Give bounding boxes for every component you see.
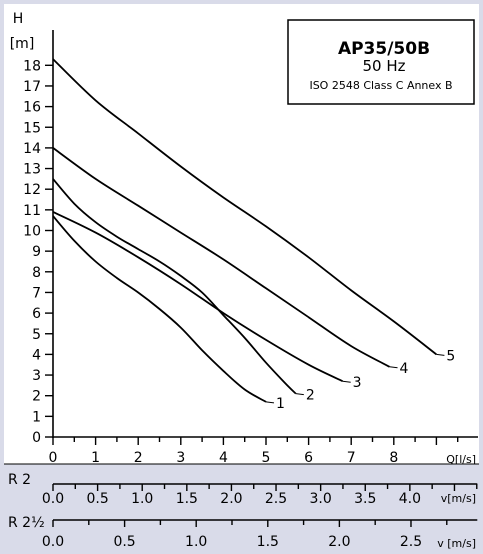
- series-label-4: 4: [400, 361, 409, 377]
- series-leader-5: [436, 353, 445, 356]
- y-tick-label: 3: [32, 368, 41, 384]
- y-tick-label: 10: [23, 224, 41, 240]
- scale-tick-label: 2.5: [400, 534, 422, 550]
- x-tick-label: 4: [219, 450, 228, 466]
- scale-tick-label: 2.0: [328, 534, 350, 550]
- x-tick-label: 8: [389, 450, 398, 466]
- r2-5-scale-unit: v [m/s]: [437, 537, 476, 550]
- series-curve-3: [52, 211, 344, 383]
- scale-tick-label: 0.5: [113, 534, 135, 550]
- scale-tick-label: 1.0: [185, 534, 207, 550]
- r2-scale-unit: v[m/s]: [441, 492, 476, 505]
- scale-tick-label: 0.0: [42, 534, 64, 550]
- y-tick-label: 18: [23, 58, 41, 74]
- legend-box: AP35/50B 50 Hz ISO 2548 Class C Annex B: [287, 19, 475, 105]
- y-tick-label: 9: [32, 244, 41, 260]
- x-axis-label: Q[l/s]: [446, 453, 476, 466]
- x-axis-ticks: 0 1 2 3 4 5 6 7 8: [49, 437, 459, 466]
- y-tick-label: 11: [23, 203, 41, 219]
- series-layer: 1 2 3 4 5: [52, 58, 455, 412]
- series-curve-2: [52, 178, 297, 395]
- series-leader-1: [265, 401, 275, 404]
- y-tick-label: 7: [32, 285, 41, 301]
- scale-tick-label: 0.0: [42, 491, 64, 507]
- scale-tick-label: 2.5: [265, 491, 287, 507]
- y-tick-label: 6: [32, 306, 41, 322]
- y-tick-label: 16: [23, 100, 41, 116]
- x-tick-label: 2: [134, 450, 143, 466]
- y-axis-label: H: [13, 11, 24, 27]
- x-tick-label: 6: [304, 450, 313, 466]
- scale-tick-label: 1.0: [131, 491, 153, 507]
- x-tick-label: 5: [262, 450, 271, 466]
- y-tick-label: 13: [23, 162, 41, 178]
- chart-title: AP35/50B: [338, 39, 430, 59]
- legend-box-frame: [287, 19, 475, 105]
- scale-tick-label: 3.5: [354, 491, 376, 507]
- x-tick-label: 0: [49, 450, 58, 466]
- series-label-2: 2: [306, 388, 315, 404]
- scale-tick-label: 0.5: [86, 491, 108, 507]
- y-tick-label: 0: [32, 430, 41, 446]
- y-tick-label: 5: [32, 327, 41, 343]
- y-tick-label: 2: [32, 389, 41, 405]
- y-axis-unit: [m]: [10, 36, 35, 52]
- scale-tick-label: 4.0: [399, 491, 421, 507]
- scale-tick-label: 1.5: [176, 491, 198, 507]
- series-label-5: 5: [446, 348, 455, 364]
- y-tick-label: 1: [32, 409, 41, 425]
- scale-tick-label: 3.0: [310, 491, 332, 507]
- series-curve-4: [52, 147, 390, 368]
- series-leader-4: [389, 366, 398, 369]
- x-tick-label: 7: [347, 450, 356, 466]
- r2-5-velocity-scale: 0.0 0.5 1.0 1.5 2.0 2.5: [42, 519, 478, 550]
- series-curve-1: [52, 215, 267, 403]
- y-tick-label: 17: [23, 79, 41, 95]
- x-tick-label: 1: [91, 450, 100, 466]
- series-label-1: 1: [276, 396, 285, 412]
- y-tick-label: 15: [23, 120, 41, 136]
- series-leader-3: [342, 380, 351, 383]
- chart-subtitle: 50 Hz: [362, 57, 405, 75]
- y-tick-label: 4: [32, 347, 41, 363]
- y-tick-label: 14: [23, 141, 41, 157]
- r2-velocity-scale: 0.0 0.5 1.0 1.5 2.0 2.5 3.0 3.5 4.0: [42, 483, 478, 507]
- scale-tick-label: 1.5: [257, 534, 279, 550]
- x-tick-label: 3: [176, 450, 185, 466]
- y-tick-label: 12: [23, 182, 41, 198]
- r2-5-scale-label: R 2½: [8, 515, 45, 531]
- series-label-3: 3: [353, 375, 362, 391]
- y-tick-label: 8: [32, 265, 41, 281]
- series-curve-5: [52, 58, 437, 356]
- chart-note: ISO 2548 Class C Annex B: [309, 79, 452, 92]
- r2-scale-label: R 2: [8, 472, 31, 488]
- series-leader-2: [295, 393, 304, 396]
- scale-tick-label: 2.0: [220, 491, 242, 507]
